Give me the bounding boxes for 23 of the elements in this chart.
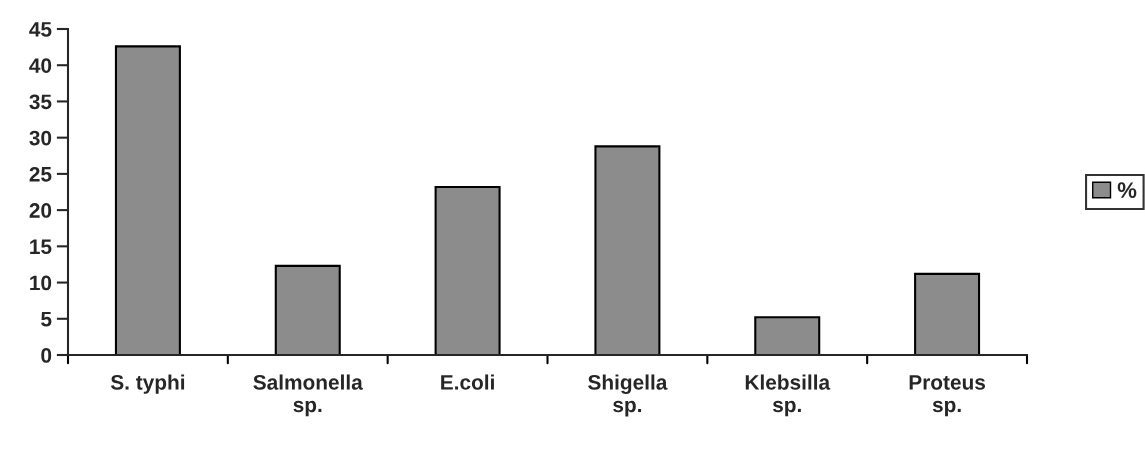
x-tick-label: S. typhi <box>110 374 185 394</box>
y-tick-label: 10 <box>30 275 52 291</box>
bar <box>114 45 181 355</box>
y-tick-label: 15 <box>30 239 52 255</box>
legend-label: % <box>1117 182 1137 198</box>
y-tick-label: 30 <box>29 130 52 146</box>
bar <box>434 185 501 355</box>
y-tick-label: 35 <box>29 94 52 110</box>
x-tick-label: Proteus sp. <box>909 375 986 417</box>
bar <box>274 264 341 355</box>
x-tick-label: E.coli <box>441 374 494 390</box>
y-tick-label: 5 <box>41 311 52 327</box>
x-tick-label: Klebsilla sp. <box>745 374 831 417</box>
x-tick-label: Salmonella sp. <box>253 374 363 417</box>
bar <box>754 316 821 355</box>
x-tick-label: Shigella sp. <box>588 374 668 417</box>
y-tick-label: 40 <box>29 58 52 73</box>
y-tick-label: 20 <box>29 203 52 218</box>
y-tick-label: 45 <box>29 22 52 37</box>
bar <box>914 272 981 355</box>
bar <box>594 145 661 355</box>
y-tick-label: 0 <box>41 348 52 363</box>
y-tick-label: 25 <box>29 166 52 182</box>
